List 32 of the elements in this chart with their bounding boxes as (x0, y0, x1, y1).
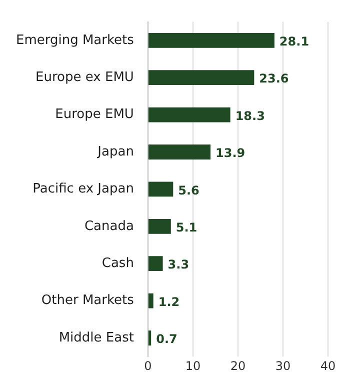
y-tick-label: Pacific ex Japan (32, 182, 134, 197)
y-tick-label: Canada (84, 218, 134, 234)
data-label: 18.3 (235, 108, 265, 123)
data-label: 28.1 (279, 34, 310, 49)
bar (148, 182, 174, 197)
bar (148, 32, 274, 48)
bar (148, 218, 171, 234)
x-tick-label: 30 (275, 358, 291, 373)
y-tick-label: Other Markets (41, 293, 134, 308)
x-tick-label: 20 (230, 358, 246, 373)
y-tick-label: Japan (96, 144, 134, 160)
data-label: 0.7 (156, 332, 178, 346)
x-tick-label: 0 (144, 358, 152, 373)
bar (148, 70, 254, 86)
data-label: 5.1 (176, 220, 198, 235)
bar (148, 107, 230, 122)
data-label: 1.2 (158, 294, 180, 309)
data-label: 5.6 (178, 183, 200, 198)
y-tick-label: Europe EMU (55, 107, 134, 122)
data-label: 23.6 (259, 72, 289, 86)
y-tick-label: Middle East (58, 330, 134, 346)
data-label: 13.9 (216, 146, 246, 160)
data-label: 3.3 (168, 258, 190, 272)
bar (148, 330, 152, 346)
bar (148, 144, 211, 160)
y-tick-label: Emerging Markets (16, 32, 134, 48)
y-tick-label: Cash (102, 256, 134, 271)
x-tick-label: 40 (320, 358, 336, 373)
bar (148, 293, 154, 308)
bar (148, 256, 163, 272)
x-tick-label: 10 (185, 358, 201, 373)
y-tick-label: Europe ex EMU (36, 70, 134, 85)
